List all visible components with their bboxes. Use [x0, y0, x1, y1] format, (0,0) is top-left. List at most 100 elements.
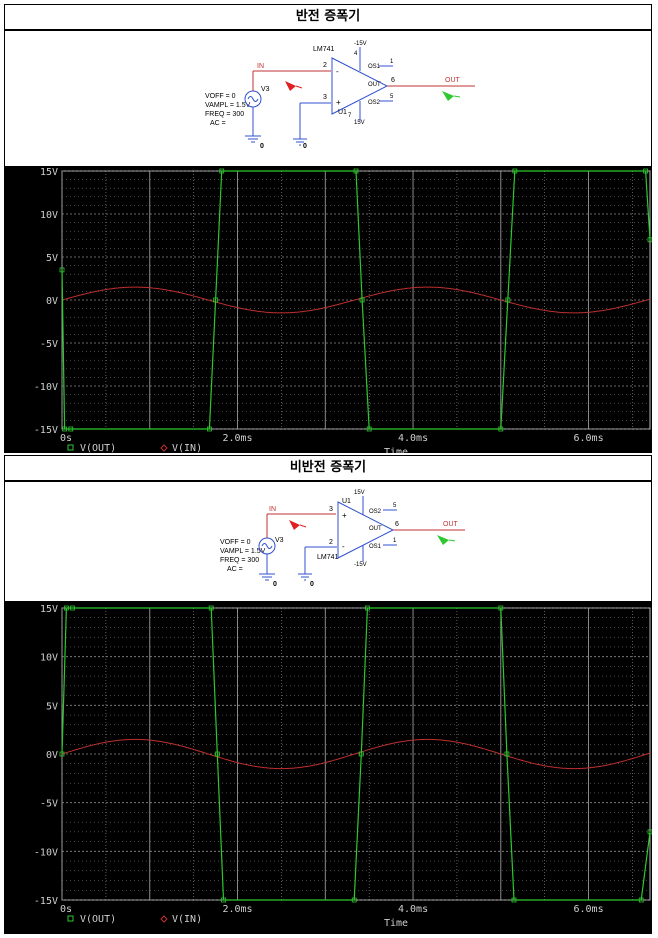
- data-point-vout: [59, 267, 65, 273]
- y-tick-label: -10V: [34, 847, 58, 858]
- out-pin-label: OUT: [369, 526, 382, 532]
- param-ac: AC =: [227, 566, 243, 573]
- ground-label-2: 0: [310, 581, 314, 588]
- data-point-vout: [351, 897, 357, 903]
- x-axis-label: Time: [384, 918, 408, 929]
- legend-label-in: V(IN): [172, 443, 202, 453]
- data-point-vout: [221, 897, 226, 903]
- x-tick-label: 0s: [60, 904, 72, 915]
- pin-os1: 1: [393, 538, 397, 544]
- pin-out: 6: [395, 521, 399, 528]
- series-line-vin: [61, 286, 651, 314]
- legend-marker-out: [67, 444, 74, 451]
- param-vampl: VAMPL = 1.5V: [220, 548, 266, 555]
- pin-inv: 2: [329, 539, 333, 546]
- data-point-vout: [638, 897, 644, 903]
- sign-noninv: +: [342, 511, 347, 520]
- data-point-vout: [504, 751, 510, 757]
- data-point-vout: [498, 605, 504, 611]
- data-point-vout: [213, 297, 218, 303]
- supply-bottom: 15V: [354, 120, 365, 126]
- param-vampl: VAMPL = 1.5V: [205, 102, 251, 109]
- y-tick-label: 0V: [46, 296, 58, 307]
- probe-in-icon: [285, 81, 296, 91]
- legend-marker-in: [160, 915, 168, 923]
- waveform-plot-inverting: 15V 10V 5V 0V -5V -10V -15V 0s 2.0ms 4.0ms 6.0ms Ti…: [4, 167, 653, 458]
- data-point-vout: [59, 751, 65, 757]
- series-line-vout: [61, 607, 651, 901]
- supply-top: 15V: [354, 490, 365, 496]
- pin-os1: 1: [390, 59, 394, 65]
- data-point-vout: [505, 297, 511, 303]
- os1-label: OS1: [368, 64, 381, 70]
- opamp-name: LM741: [313, 46, 335, 53]
- os2-label: OS2: [369, 509, 382, 515]
- schematic-noninverting: VOFF = 0 VAMPL = 1.5V FREQ = 300 AC = V3…: [220, 490, 465, 588]
- data-point-vout: [70, 605, 75, 611]
- data-point-vout: [498, 426, 504, 432]
- net-out-label: OUT: [445, 77, 461, 84]
- opamp-icon: [331, 57, 389, 115]
- x-tick-label: 2.0ms: [222, 433, 252, 444]
- data-point-vout: [511, 897, 517, 903]
- legend-marker-in: [160, 444, 168, 452]
- legend-label-in: V(IN): [172, 914, 202, 925]
- data-point-vout: [214, 751, 220, 757]
- supply-top: -15V: [354, 41, 367, 47]
- y-tick-label: -15V: [34, 425, 58, 436]
- data-point-vout: [68, 426, 74, 432]
- sign-inv: -: [342, 542, 345, 551]
- pin-vneg: 4: [354, 51, 358, 57]
- data-point-vout: [353, 168, 359, 174]
- net-out-label: OUT: [443, 521, 459, 528]
- data-point-vout: [358, 751, 364, 757]
- x-tick-label: 4.0ms: [398, 433, 428, 444]
- y-tick-label: 10V: [40, 210, 58, 221]
- ground-label-1: 0: [273, 581, 277, 588]
- pin-os2: 5: [393, 503, 397, 509]
- y-tick-label: -5V: [40, 799, 58, 810]
- y-tick-label: -10V: [34, 382, 58, 393]
- data-point-vout: [219, 168, 225, 174]
- legend-marker-out: [67, 915, 74, 922]
- pin-inv: 2: [323, 62, 327, 69]
- sign-inv: -: [336, 67, 339, 76]
- net-in-label: IN: [269, 506, 276, 513]
- section-title-noninverting: 비반전 증폭기: [4, 455, 652, 481]
- y-tick-label: -15V: [34, 896, 58, 907]
- pin-os2: 5: [390, 94, 394, 100]
- pin-out: 6: [391, 77, 395, 84]
- x-tick-label: 2.0ms: [222, 904, 252, 915]
- source-ref: V3: [275, 537, 284, 544]
- param-freq: FREQ = 300: [205, 111, 244, 118]
- data-point-vout: [208, 605, 214, 611]
- y-tick-label: 5V: [46, 701, 58, 712]
- schematic-panel-inverting: VOFF = 0 VAMPL = 1.5V FREQ = 300 AC = V3…: [4, 30, 652, 167]
- y-tick-label: 0V: [46, 750, 58, 761]
- opamp-name: LM741: [317, 554, 339, 561]
- legend-label-out: V(OUT): [80, 914, 116, 925]
- ground-label-1: 0: [260, 143, 264, 150]
- y-tick-label: 15V: [40, 167, 58, 178]
- x-axis-label: Time: [384, 447, 408, 453]
- param-voff: VOFF = 0: [220, 539, 251, 546]
- ground-label-2: 0: [303, 143, 307, 150]
- y-tick-label: 5V: [46, 253, 58, 264]
- y-tick-label: -5V: [40, 339, 58, 350]
- os2-label: OS2: [368, 100, 381, 106]
- data-point-vout: [512, 168, 518, 174]
- probe-out-icon: [442, 91, 454, 101]
- param-ac: AC =: [210, 120, 226, 127]
- sign-noninv: +: [336, 98, 341, 107]
- probe-out-icon: [437, 535, 449, 545]
- schematic-inverting: VOFF = 0 VAMPL = 1.5V FREQ = 300 AC = V3…: [205, 41, 475, 150]
- schematic-panel-noninverting: VOFF = 0 VAMPL = 1.5V FREQ = 300 AC = V3…: [4, 481, 652, 602]
- series-line-vout: [61, 170, 651, 430]
- series-line-vin: [61, 738, 651, 770]
- net-in-label: IN: [257, 63, 264, 70]
- x-tick-label: 6.0ms: [574, 904, 604, 915]
- param-voff: VOFF = 0: [205, 93, 236, 100]
- y-tick-label: 15V: [40, 604, 58, 615]
